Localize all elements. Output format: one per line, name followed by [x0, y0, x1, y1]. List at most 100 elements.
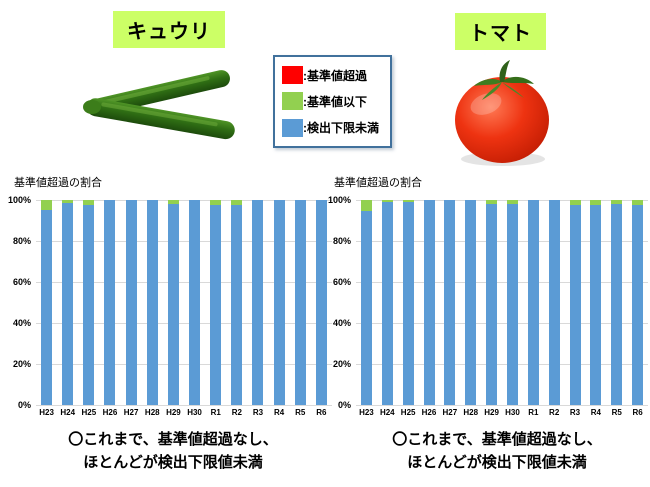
bar-slot	[606, 200, 627, 405]
x-axis-tick-label: R1	[210, 408, 221, 417]
stacked-bar-H28	[146, 200, 158, 405]
x-axis-tick-label: R6	[632, 408, 643, 417]
bar-slot	[142, 200, 163, 405]
y-axis-tick-label: 0%	[337, 400, 351, 410]
stacked-bar-R5	[294, 200, 306, 405]
bar-segment	[527, 200, 539, 405]
bar-segment	[423, 200, 435, 405]
stacked-bar-R2	[231, 200, 243, 405]
stacked-bar-H26	[104, 200, 116, 405]
x-axis-tick-label: H27	[442, 408, 458, 417]
bar-slot	[290, 200, 311, 405]
legend-label: :検出下限未満	[303, 121, 379, 136]
bar-segment	[506, 204, 518, 405]
x-axis-tick-label: H28	[144, 408, 160, 417]
legend-swatch	[282, 66, 303, 85]
bar-slot	[57, 200, 78, 405]
gridline	[356, 282, 648, 283]
bar-segment	[167, 200, 179, 205]
bar-segment	[444, 200, 456, 405]
bar-segment	[590, 205, 602, 405]
bar-segment	[590, 200, 602, 206]
bar-segment	[402, 202, 414, 405]
bar-slot	[36, 200, 57, 405]
legend-swatch	[282, 92, 303, 111]
x-axis-tick-label: R4	[274, 408, 285, 417]
stacked-bar-H28	[465, 200, 477, 405]
bar-slot	[377, 200, 398, 405]
x-axis-tick-label: R2	[549, 408, 560, 417]
tomato-caption-line2: ほとんどが検出下限値未満	[407, 453, 587, 471]
stacked-bar-H29	[167, 200, 179, 405]
bar-slot	[502, 200, 523, 405]
tomato-chart-plot: 100% 80% 60% 40% 20% 0% H23 H24 H25 H26 H27 H28 H29 H…	[328, 195, 648, 417]
y-axis-tick-label: 80%	[12, 236, 31, 246]
x-axis-tick-label: H26	[421, 408, 437, 417]
bars-area	[356, 200, 648, 405]
gridline	[36, 200, 332, 201]
tomato-caption-line1: 〇これまで、基準値超過なし、	[392, 431, 602, 448]
gridline	[36, 323, 332, 324]
bar-segment	[252, 200, 264, 405]
stacked-bar-H30	[506, 200, 518, 405]
x-axis-tick-label: H23	[359, 408, 374, 417]
stacked-bar-R4	[590, 200, 602, 405]
y-axis-tick-label: 40%	[12, 318, 31, 328]
x-axis-tick-label: H24	[60, 408, 76, 417]
cucumber-caption-line2: ほとんどが検出下限値未満	[83, 453, 263, 471]
bar-segment	[360, 200, 372, 212]
bar-slot	[481, 200, 502, 405]
y-axis-tick-label: 20%	[332, 359, 351, 369]
stacked-bar-H26	[423, 200, 435, 405]
legend: :基準値超過:基準値以下:検出下限未満	[273, 55, 392, 148]
tomato-chart: 基準値超過の割合 100% 80% 60% 40% 20% 0% H23 H24 H25 H26 H…	[328, 177, 648, 417]
x-axis-tick-label: H24	[379, 408, 395, 417]
bar-segment	[231, 200, 243, 206]
x-axis-tick-label: R5	[295, 408, 306, 417]
x-axis-tick-label: H29	[484, 408, 499, 417]
y-axis-tick-label: 100%	[327, 195, 351, 205]
bar-segment	[569, 205, 581, 405]
bar-slot	[184, 200, 205, 405]
x-axis-tick-label: R5	[611, 408, 622, 417]
cucumber-chart: 基準値超過の割合 100% 80% 60% 40% 20% 0% H23 H24 H25 H26 H…	[8, 177, 332, 417]
gridline	[356, 200, 648, 201]
bar-segment	[402, 200, 414, 203]
bar-slot	[269, 200, 290, 405]
x-axis-tick-label: R3	[252, 408, 264, 417]
bar-segment	[62, 200, 74, 204]
cucumber-chart-plot: 100% 80% 60% 40% 20% 0% H23 H24 H25 H26 H27 H28 H29 H…	[8, 195, 332, 417]
bar-segment	[465, 200, 477, 405]
stacked-bar-R5	[611, 200, 623, 405]
bar-segment	[210, 200, 222, 206]
bar-segment	[189, 200, 201, 405]
x-axis-labels: H23 H24 H25 H26 H27 H28 H29 H30 R1 R2 R3 R4 R5 R6	[36, 408, 332, 417]
legend-item: :検出下限未満	[282, 118, 383, 137]
x-axis-tick-label: H27	[123, 408, 139, 417]
y-axis-tick-label: 40%	[332, 318, 351, 328]
bar-slot	[356, 200, 377, 405]
stacked-bar-H25	[83, 200, 95, 405]
bar-segment	[231, 205, 243, 405]
bar-slot	[78, 200, 99, 405]
bar-slot	[311, 200, 332, 405]
tomato-caption: 〇これまで、基準値超過なし、 ほとんどが検出下限値未満	[342, 429, 650, 474]
bar-segment	[83, 205, 95, 405]
x-axis-tick-label: H29	[166, 408, 181, 417]
bar-slot	[419, 200, 440, 405]
gridline	[356, 241, 648, 242]
bar-segment	[294, 200, 306, 405]
stacked-bar-H27	[125, 200, 137, 405]
stacked-bar-R1	[527, 200, 539, 405]
bar-segment	[486, 204, 498, 405]
bar-slot	[121, 200, 142, 405]
x-axis-tick-label: H30	[505, 408, 520, 417]
bars-area	[36, 200, 332, 405]
bar-segment	[167, 204, 179, 405]
stacked-bar-R4	[273, 200, 285, 405]
x-axis-tick-label: H25	[81, 408, 97, 417]
legend-label: :基準値以下	[303, 94, 367, 109]
bar-slot	[163, 200, 184, 405]
stacked-bar-H24	[62, 200, 74, 405]
stacked-bar-R1	[210, 200, 222, 405]
